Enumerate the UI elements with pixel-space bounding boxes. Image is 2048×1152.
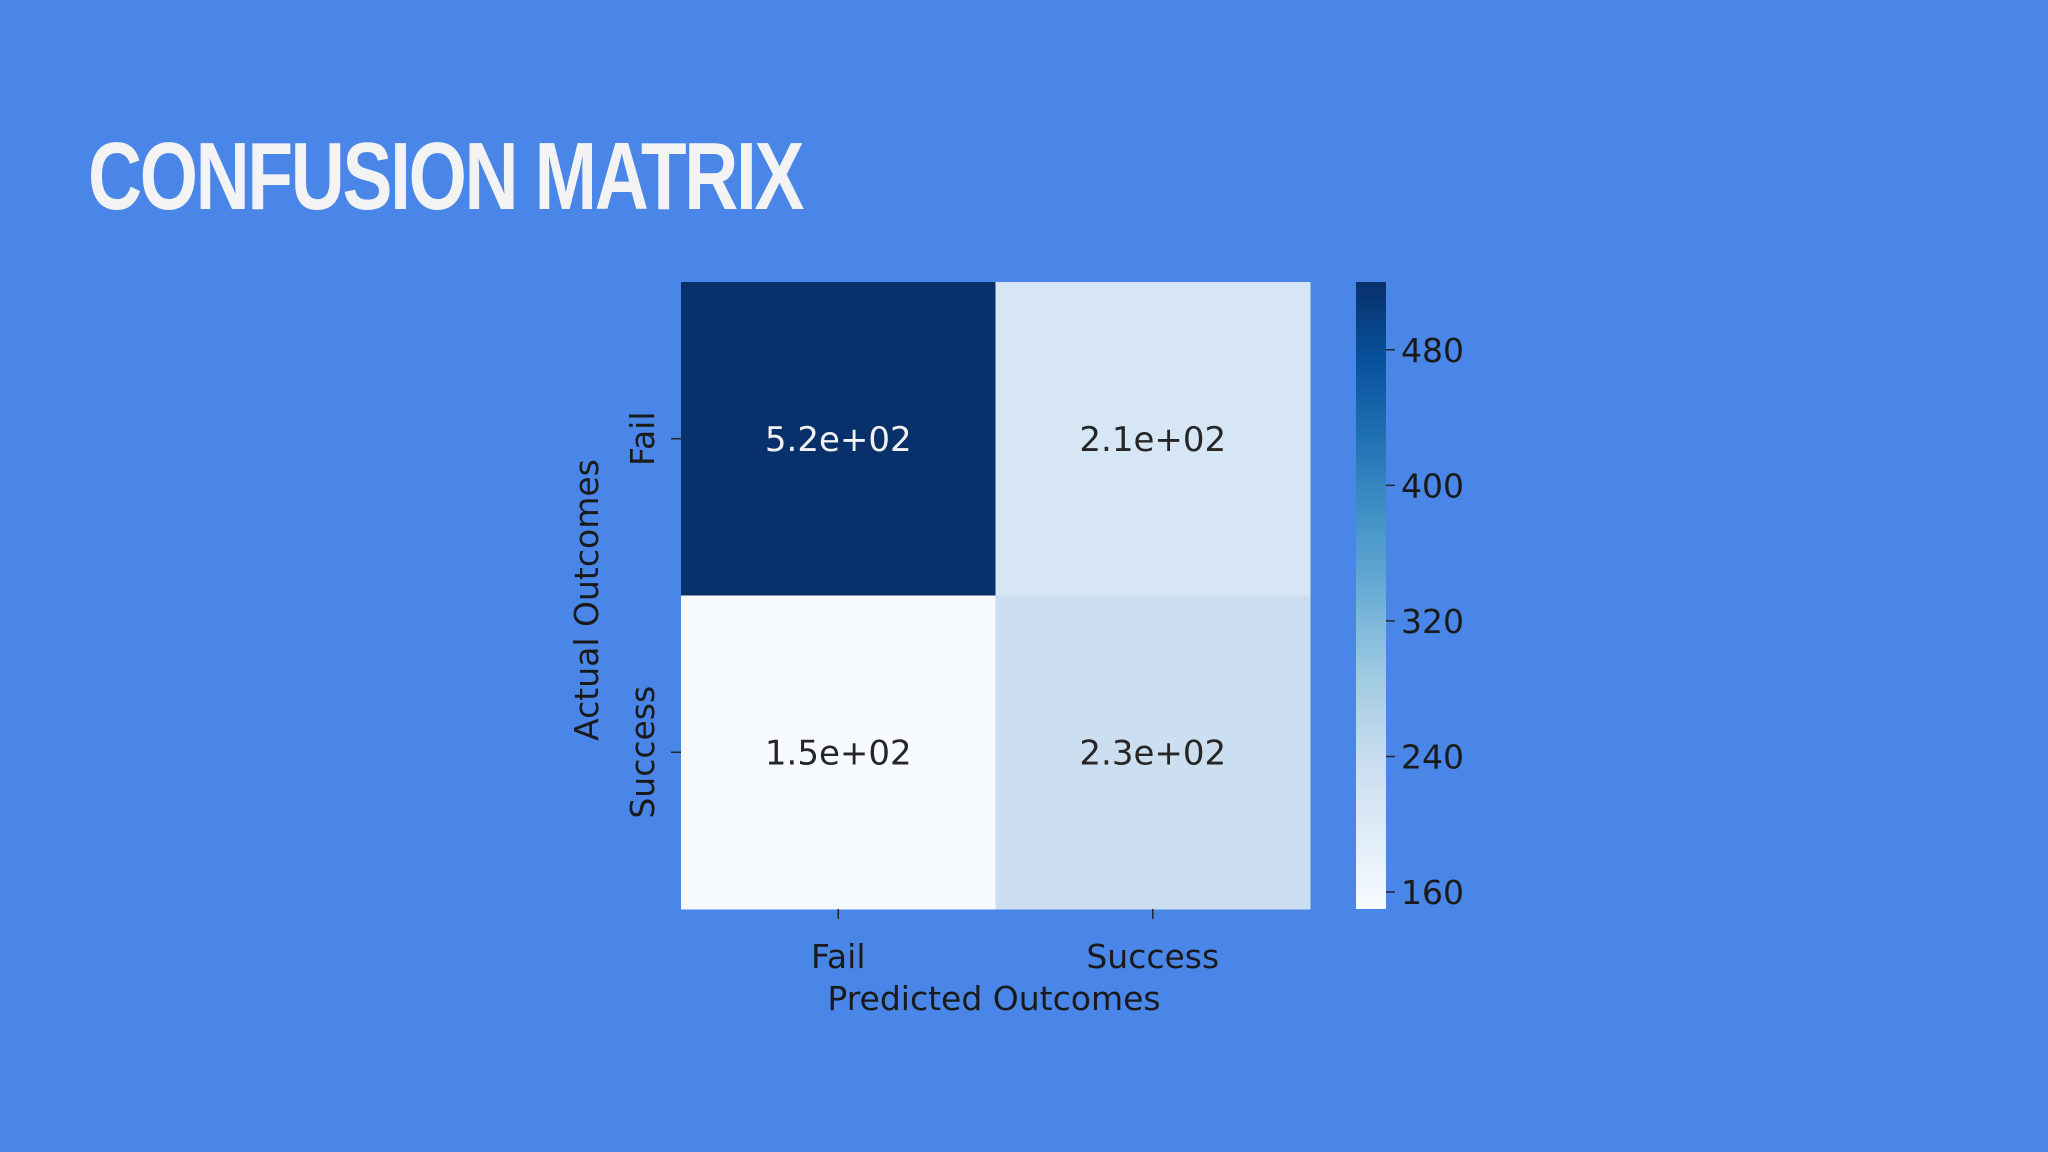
colorbar-tick-label-3: 400 xyxy=(1401,466,1464,505)
heatmap-cell-0-1 xyxy=(995,282,1311,596)
heatmap-cell-labels: 5.2e+02 2.1e+02 1.5e+02 2.3e+02 xyxy=(765,420,1226,774)
colorbar-tick-label-2: 320 xyxy=(1401,602,1464,641)
cell-label-0-1: 2.1e+02 xyxy=(1079,420,1226,460)
colorbar-tick-label-1: 240 xyxy=(1401,737,1464,776)
heatmap-cells xyxy=(681,282,1311,910)
y-axis-label: Actual Outcomes xyxy=(567,459,606,741)
heatmap-cell-1-1 xyxy=(995,595,1311,910)
x-axis-label: Predicted Outcomes xyxy=(827,979,1160,1018)
heatmap-cell-0-0 xyxy=(681,282,996,596)
slide-title: CONFUSION MATRIX xyxy=(88,123,804,230)
heatmap-cell-1-0 xyxy=(681,595,996,910)
colorbar-tick-label-0: 160 xyxy=(1401,873,1464,912)
y-tick-label-1: Success xyxy=(623,686,662,819)
x-tick-label-1: Success xyxy=(1086,937,1219,976)
x-tick-label-0: Fail xyxy=(811,937,866,976)
colorbar: 160 240 320 400 480 xyxy=(1356,282,1464,912)
y-tick-label-0: Fail xyxy=(623,411,662,466)
y-axis: Fail Success xyxy=(623,411,681,819)
cell-label-1-1: 2.3e+02 xyxy=(1079,733,1226,773)
cell-label-0-0: 5.2e+02 xyxy=(765,420,912,460)
colorbar-bar xyxy=(1356,282,1386,909)
colorbar-tick-label-4: 480 xyxy=(1401,331,1464,370)
x-axis: Fail Success xyxy=(811,909,1219,976)
cell-label-1-0: 1.5e+02 xyxy=(765,733,912,773)
